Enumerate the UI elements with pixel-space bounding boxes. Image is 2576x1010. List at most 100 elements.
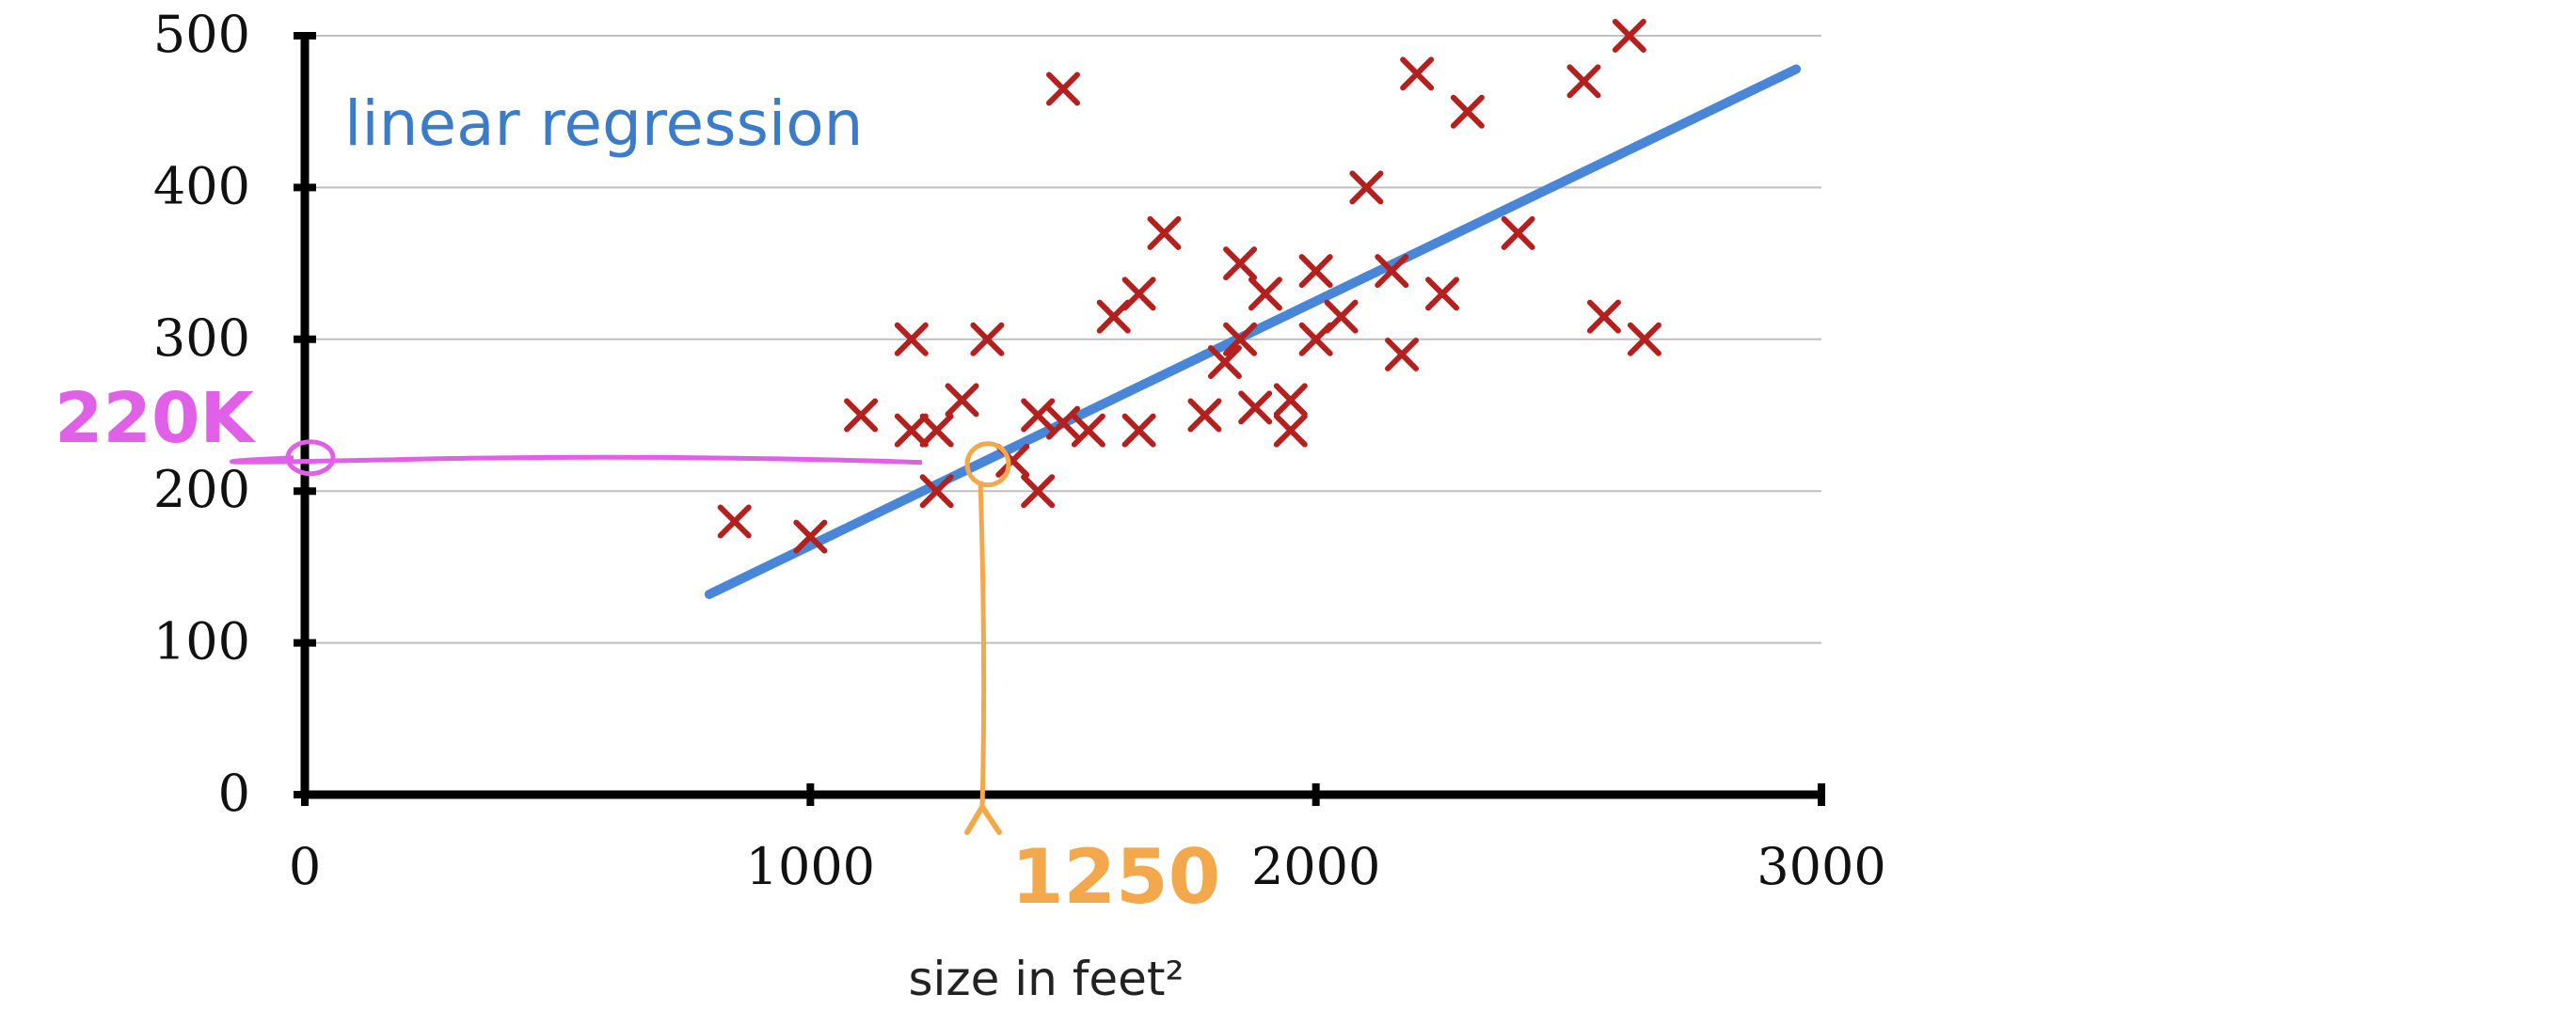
x-tick-label: 0 <box>289 837 321 896</box>
x-axis-label: size in feet² <box>908 952 1184 1006</box>
data-point-stroke <box>1273 383 1308 418</box>
axes: 0 100 200 300 400 500 0 1000 2000 3000 <box>153 5 1886 896</box>
data-point <box>970 322 1005 356</box>
data-point-stroke <box>995 443 1030 478</box>
data-point-stroke <box>1021 474 1056 509</box>
y-tick-label: 100 <box>153 612 250 671</box>
data-point-stroke <box>1425 276 1459 311</box>
data-point-stroke <box>945 383 979 418</box>
data-point <box>919 413 954 448</box>
data-point <box>1298 254 1333 289</box>
data-point-stroke <box>1586 299 1621 334</box>
data-point-stroke <box>970 322 1005 356</box>
data-point <box>1121 276 1156 311</box>
data-point-stroke <box>1450 94 1485 129</box>
data-point-stroke <box>1021 398 1056 433</box>
data-point <box>1400 56 1435 91</box>
data-point <box>1223 322 1258 356</box>
data-point <box>1450 94 1485 129</box>
x-tick-label: 2000 <box>1251 837 1380 896</box>
data-point <box>1021 398 1056 433</box>
data-point <box>1223 246 1258 281</box>
data-point-stroke <box>717 504 752 539</box>
data-point-stroke <box>919 413 954 448</box>
x-marker-arrow <box>978 481 987 810</box>
data-point-stroke <box>844 398 879 433</box>
data-point <box>1207 345 1242 380</box>
data-point-stroke <box>1121 413 1156 448</box>
data-point <box>1071 413 1105 448</box>
data-point <box>1147 215 1182 250</box>
annotations: 1250 220K <box>55 378 1220 921</box>
data-point <box>1046 405 1080 440</box>
data-point <box>1273 413 1308 448</box>
data-point-stroke <box>1612 19 1646 53</box>
data-point <box>1187 398 1222 433</box>
data-point <box>793 519 828 554</box>
data-point <box>1627 322 1662 356</box>
data-point-stroke <box>894 413 929 448</box>
data-point <box>1021 474 1056 509</box>
data-point <box>1238 390 1273 425</box>
data-point-stroke <box>1071 413 1105 448</box>
data-point-stroke <box>1324 299 1359 334</box>
x-tick-label: 1000 <box>746 837 875 896</box>
data-point-stroke <box>1298 254 1333 289</box>
data-point-stroke <box>894 322 929 356</box>
data-point-stroke <box>1501 215 1535 250</box>
y-tick-label: 200 <box>153 460 250 519</box>
data-point <box>1273 383 1308 418</box>
data-point-stroke <box>1248 276 1282 311</box>
data-point <box>1566 64 1601 99</box>
x-tick-label: 3000 <box>1757 837 1885 896</box>
y-marker-line <box>230 454 923 466</box>
data-point-stroke <box>1046 71 1080 106</box>
data-point <box>1248 276 1282 311</box>
data-point-stroke <box>1046 405 1080 440</box>
regression-line <box>704 64 1802 599</box>
y-tick-label: 400 <box>153 156 250 215</box>
data-point-stroke <box>1187 398 1222 433</box>
data-point <box>1586 299 1621 334</box>
x-marker-label: 1250 <box>1011 833 1221 921</box>
y-tick-label: 300 <box>153 308 250 368</box>
y-marker-label: 220K <box>55 378 256 459</box>
data-point-stroke <box>1273 413 1308 448</box>
data-point <box>1349 170 1384 205</box>
y-marker-circle <box>285 439 336 477</box>
y-tick-label: 0 <box>218 764 250 823</box>
data-point <box>894 322 929 356</box>
data-point <box>1121 413 1156 448</box>
data-point-stroke <box>1566 64 1601 99</box>
data-point <box>1612 19 1646 53</box>
data-point-stroke <box>1121 276 1156 311</box>
data-point <box>919 474 954 509</box>
x-marker-circle <box>964 441 1011 488</box>
data-point-stroke <box>1375 254 1409 289</box>
data-point-stroke <box>1349 170 1384 205</box>
data-point <box>945 383 979 418</box>
data-point-stroke <box>793 519 828 554</box>
data-point-stroke <box>1223 322 1258 356</box>
data-point-stroke <box>1207 345 1242 380</box>
data-point-stroke <box>1627 322 1662 356</box>
data-point-stroke <box>1238 390 1273 425</box>
chart-title: linear regression <box>344 87 863 160</box>
data-point <box>1375 254 1409 289</box>
data-point <box>1385 337 1420 371</box>
data-points <box>717 19 1662 554</box>
x-marker-arrowhead <box>964 801 1003 835</box>
data-point-stroke <box>1223 246 1258 281</box>
data-point-stroke <box>919 474 954 509</box>
data-point <box>717 504 752 539</box>
data-point <box>1324 299 1359 334</box>
data-point <box>1046 71 1080 106</box>
data-point <box>894 413 929 448</box>
data-point <box>1425 276 1459 311</box>
data-point-stroke <box>1400 56 1435 91</box>
data-point <box>1501 215 1535 250</box>
fit-line <box>704 64 1802 599</box>
data-point-stroke <box>1385 337 1420 371</box>
y-tick-label: 500 <box>153 5 250 64</box>
